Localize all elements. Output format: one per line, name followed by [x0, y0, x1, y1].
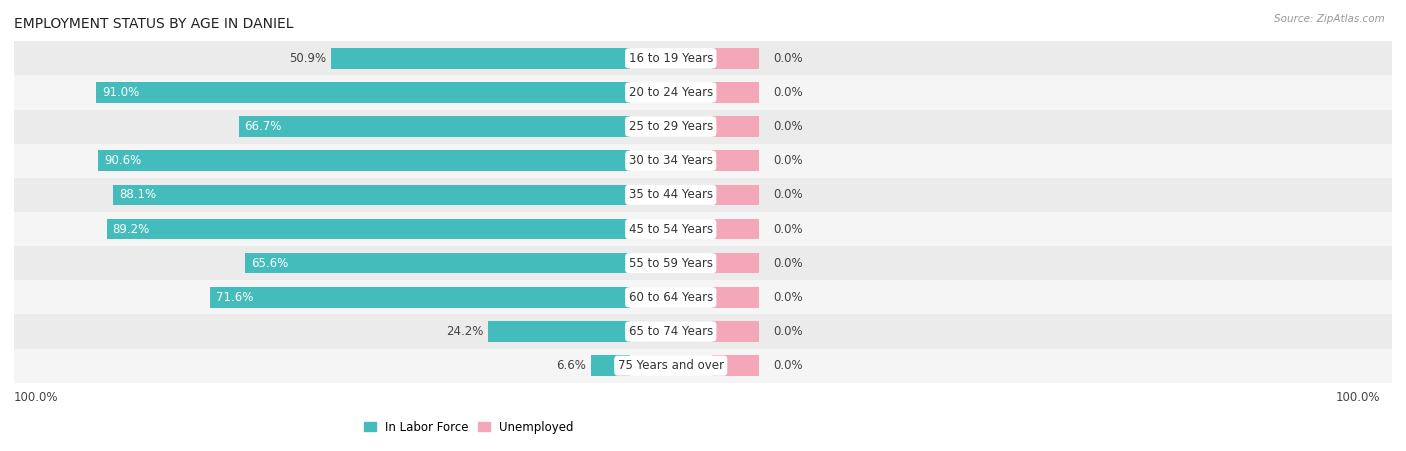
Bar — [711, 116, 759, 137]
Text: 65 to 74 Years: 65 to 74 Years — [628, 325, 713, 338]
Text: 71.6%: 71.6% — [215, 291, 253, 304]
Text: 0.0%: 0.0% — [773, 291, 803, 304]
Bar — [14, 349, 1392, 383]
Bar — [14, 144, 1392, 178]
Bar — [711, 253, 759, 273]
Text: 90.6%: 90.6% — [104, 154, 142, 167]
Bar — [332, 48, 630, 69]
Text: Source: ZipAtlas.com: Source: ZipAtlas.com — [1274, 14, 1385, 23]
Text: 100.0%: 100.0% — [1336, 391, 1381, 404]
Bar — [711, 151, 759, 171]
Text: 65.6%: 65.6% — [250, 257, 288, 270]
Text: 35 to 44 Years: 35 to 44 Years — [628, 189, 713, 202]
Bar — [711, 355, 759, 376]
Text: 0.0%: 0.0% — [773, 359, 803, 372]
Text: 0.0%: 0.0% — [773, 325, 803, 338]
Bar — [14, 75, 1392, 110]
Bar — [711, 287, 759, 308]
Text: 0.0%: 0.0% — [773, 86, 803, 99]
Bar — [14, 110, 1392, 144]
Bar — [711, 219, 759, 239]
Text: 66.7%: 66.7% — [245, 120, 281, 133]
Bar — [239, 116, 630, 137]
Text: 100.0%: 100.0% — [14, 391, 59, 404]
Text: 6.6%: 6.6% — [557, 359, 586, 372]
Bar — [711, 82, 759, 103]
Text: 60 to 64 Years: 60 to 64 Years — [628, 291, 713, 304]
Bar — [96, 82, 630, 103]
Text: 0.0%: 0.0% — [773, 154, 803, 167]
Bar — [711, 321, 759, 342]
Bar — [14, 314, 1392, 349]
Bar — [711, 184, 759, 205]
Bar — [112, 184, 630, 205]
Text: 25 to 29 Years: 25 to 29 Years — [628, 120, 713, 133]
Text: 91.0%: 91.0% — [103, 86, 139, 99]
Bar — [245, 253, 630, 273]
Text: 0.0%: 0.0% — [773, 257, 803, 270]
Bar — [591, 355, 630, 376]
Text: EMPLOYMENT STATUS BY AGE IN DANIEL: EMPLOYMENT STATUS BY AGE IN DANIEL — [14, 17, 294, 31]
Bar — [98, 151, 630, 171]
Legend: In Labor Force, Unemployed: In Labor Force, Unemployed — [359, 416, 578, 438]
Text: 0.0%: 0.0% — [773, 120, 803, 133]
Text: 45 to 54 Years: 45 to 54 Years — [628, 222, 713, 235]
Text: 50.9%: 50.9% — [290, 52, 326, 65]
Text: 88.1%: 88.1% — [120, 189, 156, 202]
Text: 20 to 24 Years: 20 to 24 Years — [628, 86, 713, 99]
Text: 89.2%: 89.2% — [112, 222, 150, 235]
Bar — [14, 212, 1392, 246]
Bar — [107, 219, 630, 239]
Text: 0.0%: 0.0% — [773, 189, 803, 202]
Text: 0.0%: 0.0% — [773, 222, 803, 235]
Bar — [209, 287, 630, 308]
Bar — [14, 178, 1392, 212]
Bar — [14, 246, 1392, 280]
Text: 55 to 59 Years: 55 to 59 Years — [628, 257, 713, 270]
Text: 75 Years and over: 75 Years and over — [617, 359, 724, 372]
Bar — [14, 280, 1392, 314]
Text: 16 to 19 Years: 16 to 19 Years — [628, 52, 713, 65]
Text: 24.2%: 24.2% — [446, 325, 484, 338]
Bar — [488, 321, 630, 342]
Text: 30 to 34 Years: 30 to 34 Years — [628, 154, 713, 167]
Bar — [711, 48, 759, 69]
Bar — [14, 41, 1392, 75]
Text: 0.0%: 0.0% — [773, 52, 803, 65]
